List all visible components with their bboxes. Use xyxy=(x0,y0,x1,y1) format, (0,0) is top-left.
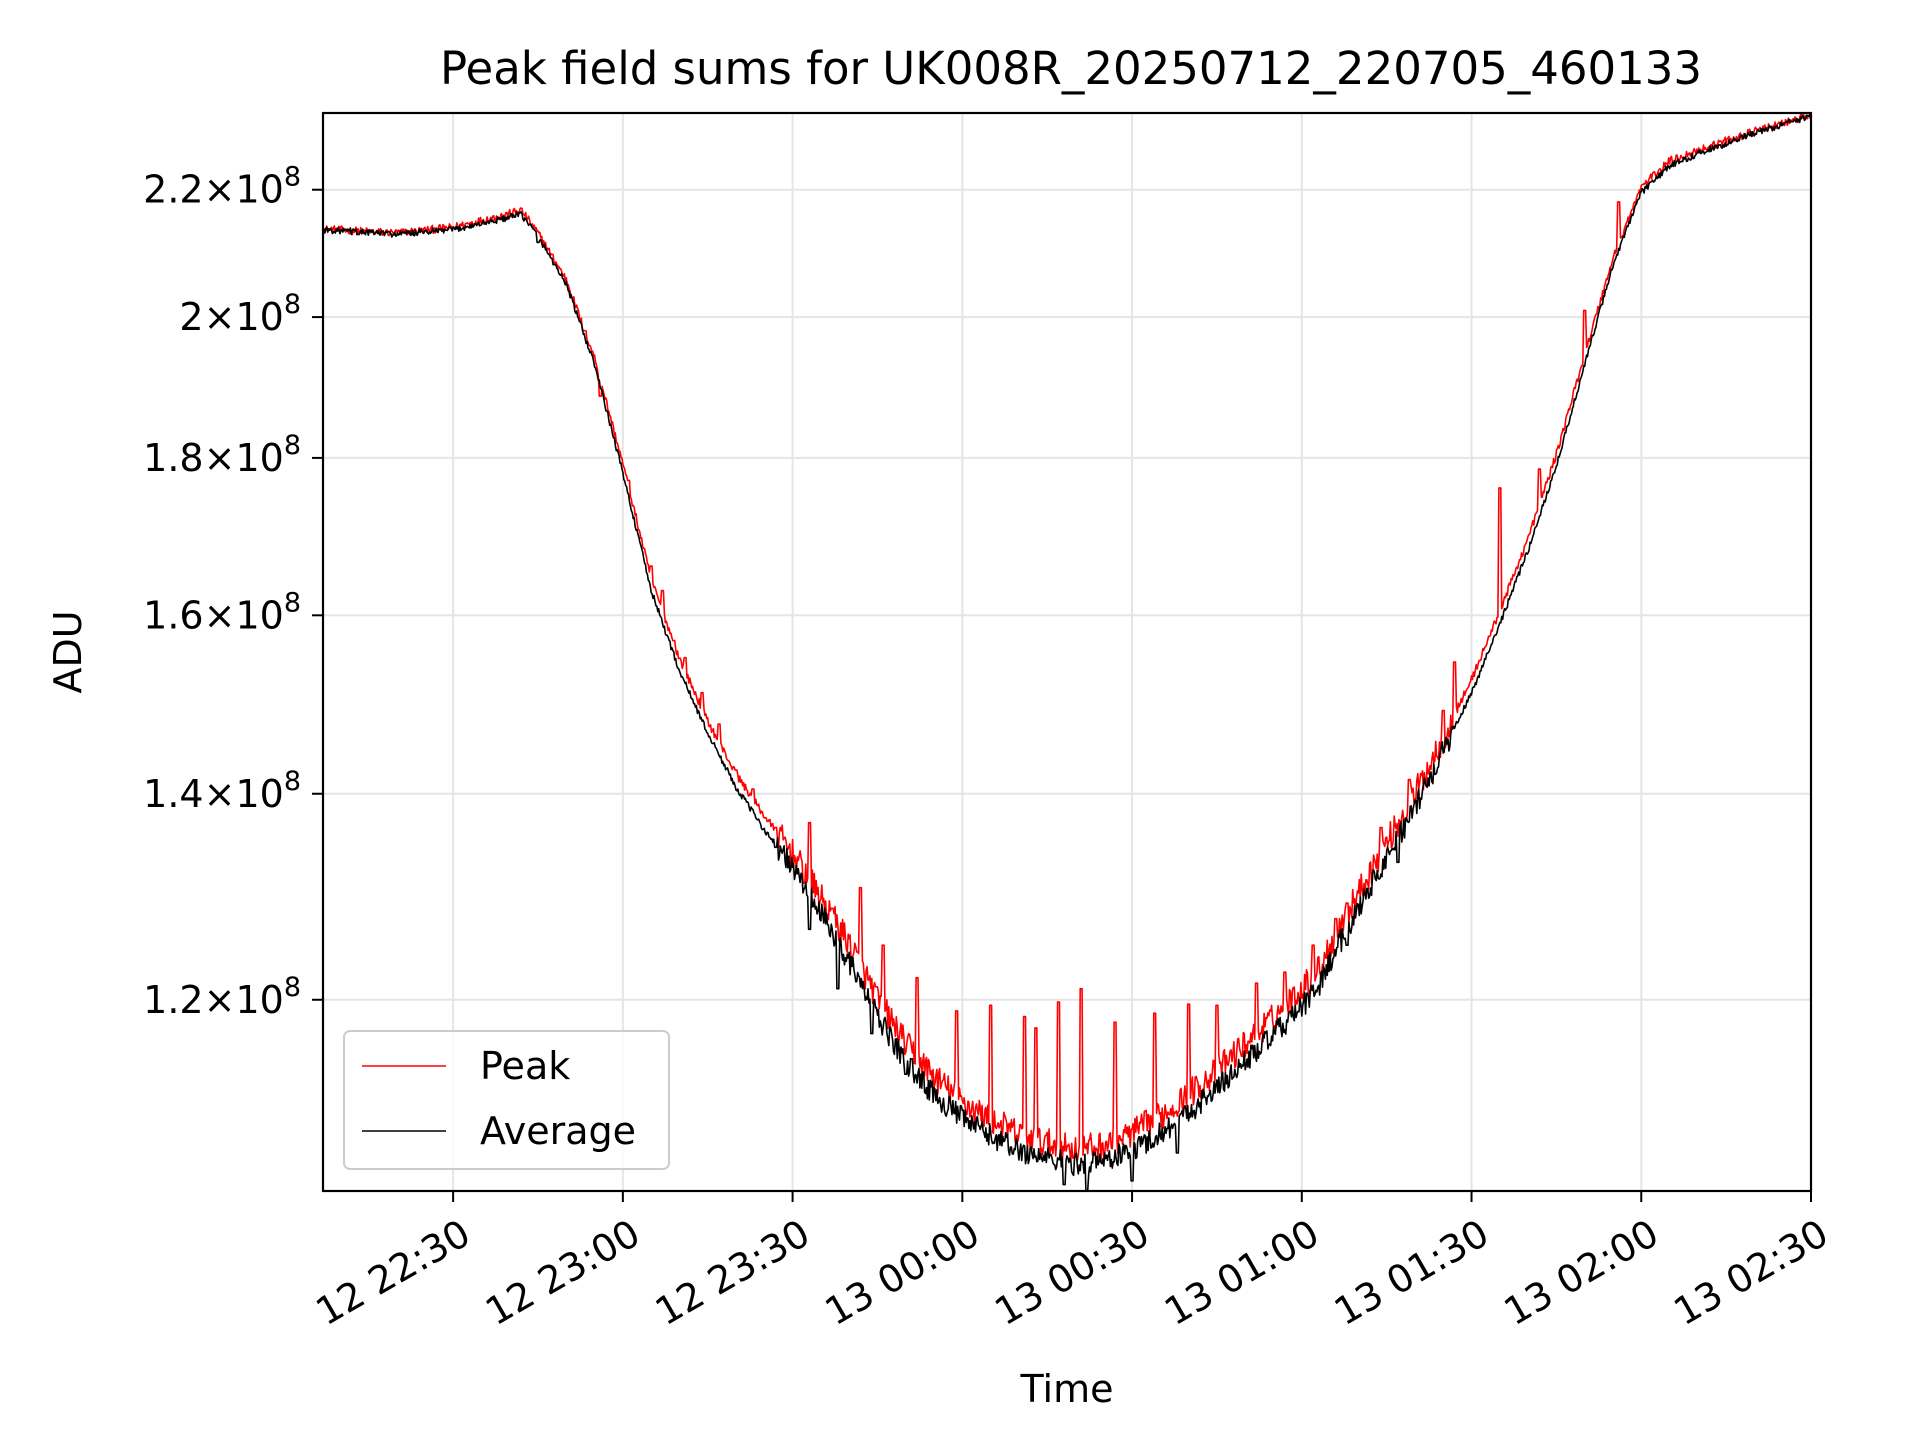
x-tick-label: 13 00:00 xyxy=(818,1211,987,1334)
x-tick-label: 12 23:30 xyxy=(648,1211,817,1334)
y-tick-times: ×10 xyxy=(204,295,284,339)
y-tick-mantissa: 1.8 xyxy=(143,436,203,480)
y-tick-label: 1.8×108 xyxy=(143,430,301,480)
y-tick-times: ×10 xyxy=(204,436,284,480)
y-tick-exponent: 8 xyxy=(284,430,301,461)
y-tick-label: 2.2×108 xyxy=(143,162,301,212)
x-tick-label: 12 22:30 xyxy=(308,1211,477,1334)
y-tick-exponent: 8 xyxy=(284,587,301,618)
y-tick-label: 1.2×108 xyxy=(143,972,301,1022)
legend: Peak Average xyxy=(343,1030,670,1170)
series-line-peak xyxy=(322,112,1812,1162)
x-tick-label: 13 02:30 xyxy=(1666,1211,1835,1334)
y-tick-exponent: 8 xyxy=(284,162,301,193)
plot-frame xyxy=(321,111,1813,1193)
x-tick-label: 13 01:30 xyxy=(1327,1211,1496,1334)
y-tick-times: ×10 xyxy=(204,168,284,212)
series-layer xyxy=(322,112,1812,1192)
series-line-average xyxy=(322,112,1812,1192)
x-tick-label: 13 01:00 xyxy=(1157,1211,1326,1334)
y-tick-times: ×10 xyxy=(204,772,284,816)
x-tick-label: 13 02:00 xyxy=(1497,1211,1666,1334)
y-tick-mantissa: 1.2 xyxy=(143,978,203,1022)
y-tick-exponent: 8 xyxy=(284,766,301,797)
y-tick-exponent: 8 xyxy=(284,289,301,320)
chart-title: Peak field sums for UK008R_20250712_2207… xyxy=(440,42,1702,95)
y-tick-times: ×10 xyxy=(204,593,284,637)
y-tick-times: ×10 xyxy=(204,978,284,1022)
legend-label-peak: Peak xyxy=(480,1044,570,1088)
y-tick-mantissa: 1.4 xyxy=(143,772,203,816)
y-tick-label: 1.6×108 xyxy=(143,587,301,637)
y-tick-label: 2×108 xyxy=(179,289,301,339)
y-tick-mantissa: 1.6 xyxy=(143,593,203,637)
x-tick-label: 12 23:00 xyxy=(478,1211,647,1334)
y-tick-label: 1.4×108 xyxy=(143,766,301,816)
x-tick-label: 13 00:30 xyxy=(987,1211,1156,1334)
y-tick-mantissa: 2 xyxy=(179,295,203,339)
x-axis: 12 22:30 12 23:00 12 23:30 13 00:00 13 00:30… xyxy=(308,1191,1836,1334)
legend-label-average: Average xyxy=(480,1109,636,1153)
grid xyxy=(323,113,1812,1191)
x-axis-label: Time xyxy=(1020,1367,1114,1411)
y-tick-mantissa: 2.2 xyxy=(143,168,203,212)
y-axis-label: ADU xyxy=(46,610,90,693)
y-tick-exponent: 8 xyxy=(284,972,301,1003)
